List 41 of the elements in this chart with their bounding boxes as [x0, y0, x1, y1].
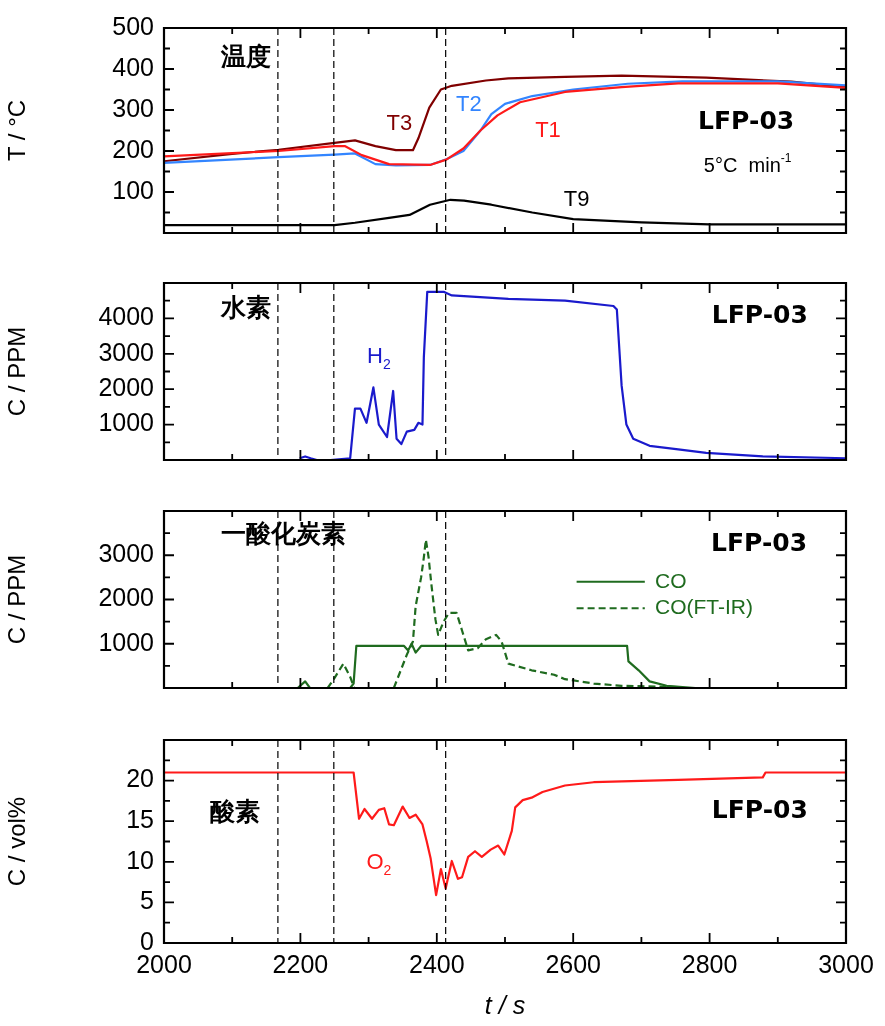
annotation: 酸素: [210, 796, 261, 826]
annotation: LFP-03: [711, 300, 808, 330]
series-label: T2: [456, 91, 482, 117]
y-tick-label: 400: [112, 52, 154, 81]
y-tick-label: 1000: [98, 408, 154, 437]
y-tick-label: 100: [112, 175, 154, 204]
y-tick-label: 2000: [98, 373, 154, 402]
y-tick-label: 4000: [98, 302, 154, 331]
annotation: LFP-03: [711, 794, 808, 824]
y-tick-label: 5: [140, 886, 154, 915]
y-tick-label: 3000: [98, 539, 154, 568]
y-tick-label: 20: [126, 764, 154, 793]
x-tick-label: 2200: [272, 949, 329, 978]
annotation: 水素: [219, 293, 271, 323]
y-tick-label: 500: [112, 11, 154, 40]
y-tick-label: 3000: [98, 337, 154, 366]
y-tick-label: 200: [112, 134, 154, 163]
legend-label: CO(FT-IR): [655, 595, 754, 619]
series-label: T1: [535, 116, 561, 142]
x-tick-label: 2800: [681, 949, 738, 978]
y-tick-label: 15: [126, 805, 154, 834]
y-tick-label: 1000: [98, 627, 154, 656]
annotation: LFP-03: [711, 528, 808, 558]
x-tick-label: 2400: [408, 949, 465, 978]
y-axis-title: T / °C: [3, 99, 31, 162]
series-label: T3: [386, 110, 413, 136]
y-tick-label: 0: [140, 926, 154, 955]
y-axis-title: C / PPM: [3, 554, 31, 645]
y-tick-label: 300: [112, 93, 154, 122]
x-tick-label: 2600: [545, 949, 602, 978]
annotation: LFP-03: [698, 105, 795, 135]
y-tick-label: 2000: [98, 583, 154, 612]
x-axis-title: t / s: [484, 990, 526, 1019]
y-tick-label: 10: [126, 845, 154, 874]
y-axis-title: C / vol%: [3, 796, 31, 887]
x-tick-label: 3000: [818, 949, 874, 978]
annotation: 一酸化炭素: [220, 519, 346, 549]
series-label: T9: [563, 185, 590, 211]
y-axis-title: C / PPM: [3, 326, 31, 417]
legend-label: CO: [655, 568, 687, 592]
annotation: 温度: [219, 42, 271, 72]
